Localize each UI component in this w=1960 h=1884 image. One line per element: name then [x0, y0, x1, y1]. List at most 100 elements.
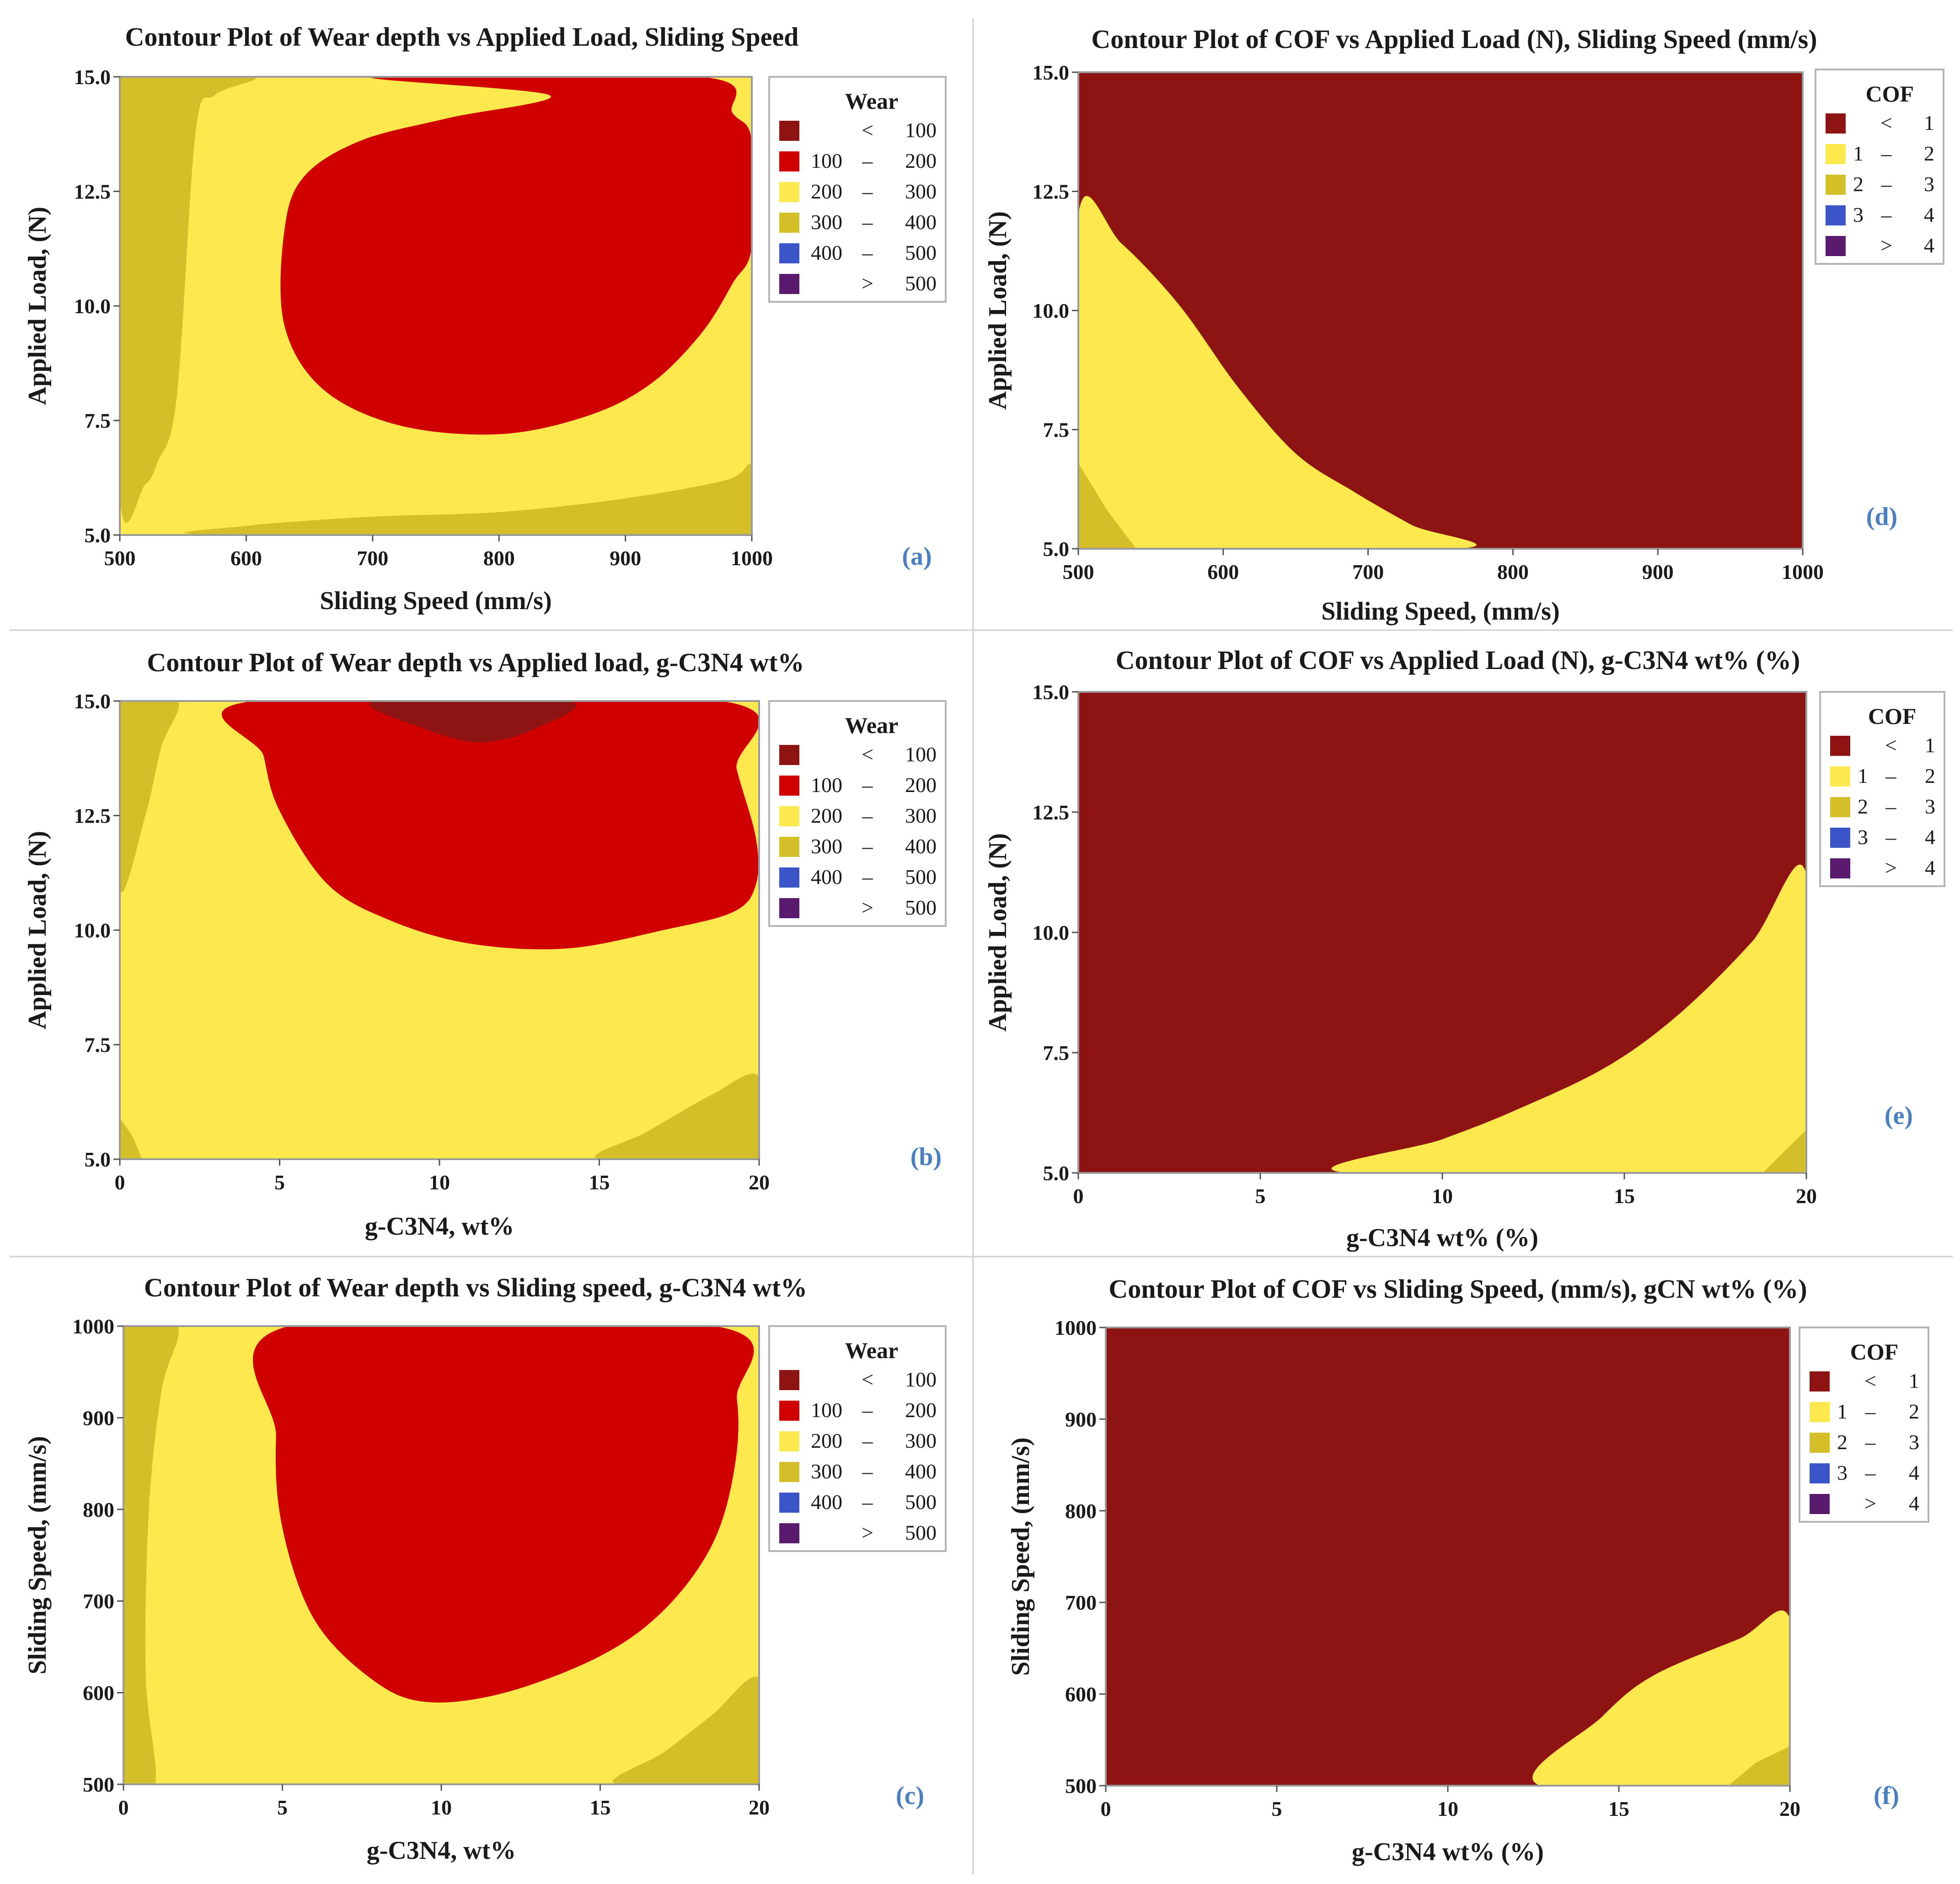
contour-region-6 — [370, 701, 576, 743]
legend-low: 100 — [811, 1398, 842, 1422]
legend: COF< 11–22–33–4> 4 — [1815, 69, 1944, 265]
y-tick-label: 15.0 — [74, 690, 111, 713]
legend: COF< 11–22–33–4> 4 — [1799, 1327, 1929, 1523]
contour-area — [120, 701, 759, 1159]
legend-swatch — [1810, 1371, 1830, 1392]
legend-swatch — [779, 745, 799, 765]
panel-label: (e) — [1885, 1102, 1913, 1130]
x-tick-label: 800 — [483, 546, 515, 570]
legend-operator: – — [1865, 1430, 1876, 1454]
y-tick-label: 12.5 — [1033, 180, 1070, 203]
legend-operator: > — [1880, 234, 1892, 257]
legend-low: 3 — [1853, 203, 1864, 226]
legend-low: 2 — [1853, 172, 1864, 196]
y-tick-label: 10.0 — [74, 294, 111, 318]
legend-operator: > — [862, 896, 873, 919]
legend-low: 200 — [811, 180, 842, 203]
x-tick-label: 20 — [749, 1796, 770, 1819]
legend-high: 1 — [1924, 111, 1934, 134]
x-tick-label: 1000 — [731, 546, 773, 570]
legend-swatch — [779, 867, 799, 888]
legend-low: 400 — [811, 241, 842, 264]
contour-region-2 — [1331, 865, 1806, 1173]
legend-low: 3 — [1837, 1461, 1848, 1484]
legend-low: 2 — [1858, 795, 1868, 818]
legend-swatch — [1810, 1463, 1830, 1483]
legend-high: 2 — [1909, 1400, 1919, 1423]
contour-region-3 — [120, 1118, 142, 1159]
legend-high: 200 — [905, 1398, 937, 1422]
y-tick-label: 15.0 — [1033, 61, 1070, 84]
legend-swatch — [779, 776, 799, 796]
contour-region-5 — [221, 701, 759, 950]
legend-low: 300 — [811, 210, 842, 234]
contour-area — [123, 1326, 759, 1784]
legend-operator: – — [1885, 825, 1897, 849]
chart-title: Contour Plot of Wear depth vs Applied lo… — [147, 648, 804, 677]
x-tick-label: 15 — [589, 1171, 610, 1194]
legend-swatch — [779, 1462, 799, 1482]
legend-title: COF — [1866, 81, 1914, 107]
x-axis-label: g-C3N4, wt% — [367, 1836, 516, 1865]
x-tick-label: 15 — [1608, 1797, 1629, 1820]
x-tick-label: 800 — [1497, 560, 1529, 583]
legend-operator: – — [862, 180, 873, 203]
legend-operator: < — [862, 743, 873, 766]
legend-swatch — [779, 1401, 799, 1421]
legend-operator: > — [1885, 856, 1897, 879]
legend-swatch — [779, 274, 799, 294]
legend-high: 500 — [905, 272, 937, 295]
x-tick-label: 10 — [431, 1796, 452, 1819]
legend-box — [1815, 69, 1944, 265]
y-tick-label: 5.0 — [85, 1148, 111, 1171]
y-tick-label: 10.0 — [1033, 299, 1070, 322]
legend-swatch — [779, 243, 799, 263]
legend-swatch — [1826, 144, 1846, 164]
contour-region-3 — [1078, 463, 1136, 549]
chart-title: Contour Plot of Wear depth vs Applied Lo… — [125, 22, 799, 52]
legend-operator: – — [1865, 1400, 1876, 1423]
legend-low: 200 — [811, 804, 842, 827]
y-tick-label: 7.5 — [85, 409, 111, 433]
legend-high: 500 — [905, 865, 937, 888]
x-tick-label: 700 — [357, 546, 388, 570]
legend-title: COF — [1868, 703, 1917, 729]
contour-region-3 — [184, 464, 752, 535]
legend-operator: > — [862, 1521, 873, 1544]
legend-low: 400 — [811, 865, 842, 888]
x-tick-label: 0 — [1073, 1184, 1084, 1208]
legend-high: 500 — [905, 896, 937, 919]
legend-high: 400 — [905, 1460, 937, 1483]
legend-high: 400 — [905, 210, 937, 234]
legend-high: 300 — [905, 180, 937, 203]
y-tick-label: 7.5 — [1043, 1041, 1070, 1065]
legend-operator: – — [862, 1398, 873, 1422]
legend-low: 100 — [811, 149, 842, 172]
y-tick-label: 10.0 — [1033, 921, 1070, 944]
legend-swatch — [779, 213, 799, 233]
y-tick-label: 500 — [1065, 1774, 1097, 1798]
y-tick-label: 5.0 — [1043, 1161, 1070, 1185]
x-axis-label: g-C3N4, wt% — [365, 1212, 514, 1241]
legend-swatch — [1830, 766, 1850, 787]
legend-operator: > — [862, 272, 873, 295]
contour-region-2 — [1532, 1610, 1790, 1786]
legend-operator: – — [862, 241, 873, 264]
legend-operator: – — [862, 149, 873, 172]
contour-region-4 — [595, 1074, 759, 1159]
legend-high: 3 — [1925, 795, 1935, 818]
y-tick-label: 12.5 — [74, 180, 111, 203]
legend-swatch — [779, 806, 799, 826]
legend-high: 300 — [905, 1429, 937, 1452]
chart-title: Contour Plot of COF vs Sliding Speed, (m… — [1109, 1274, 1807, 1304]
legend-high: 4 — [1909, 1461, 1919, 1484]
y-tick-label: 900 — [1065, 1408, 1097, 1431]
y-tick-label: 600 — [83, 1681, 114, 1705]
legend-swatch — [1830, 858, 1850, 878]
legend-high: 4 — [1924, 234, 1934, 257]
x-axis-label: g-C3N4 wt% (%) — [1346, 1224, 1538, 1252]
y-tick-label: 12.5 — [1033, 801, 1070, 824]
